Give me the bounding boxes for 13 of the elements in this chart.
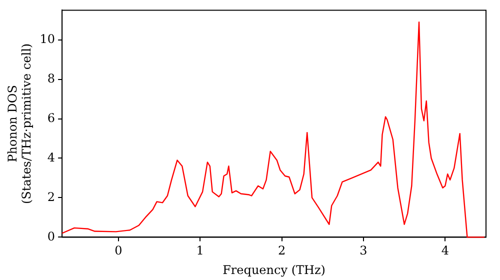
x-tick-label: 2 [278, 244, 286, 258]
x-tick-label: 0 [114, 244, 122, 258]
y-tick-label: 6 [47, 110, 56, 125]
x-tick-label: 3 [360, 244, 368, 258]
y-tick-label: 0 [47, 229, 56, 244]
y-tick-label: 4 [47, 150, 56, 164]
y-tick-label: 2 [47, 190, 56, 204]
x-axis-title: Frequency (THz) [222, 262, 326, 277]
y-tick-label: 8 [47, 71, 56, 86]
x-tick-label: 4 [441, 244, 450, 258]
x-tick-label: 1 [196, 244, 204, 258]
y-tick-label: 10 [40, 32, 56, 46]
y-axis-title: Phonon DOS (States/THz·primitive cell) [5, 43, 34, 204]
